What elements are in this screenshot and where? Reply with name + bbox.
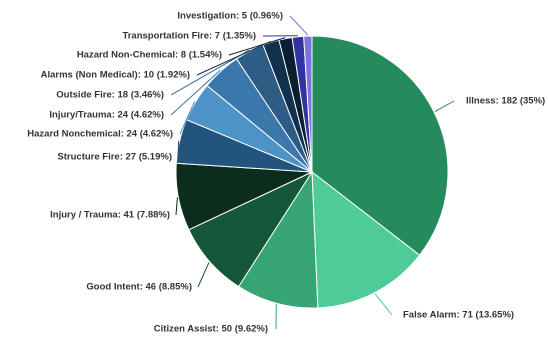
data-label: Injury/Trauma: 24 (4.62%): [49, 110, 164, 121]
data-label: Good Intent: 46 (8.85%): [86, 282, 192, 293]
data-label: Injury / Trauma: 41 (7.88%): [50, 210, 170, 221]
data-label: Illness: 182 (35%): [466, 96, 545, 107]
data-label: Outside Fire: 18 (3.46%): [56, 90, 164, 101]
leader-line: [197, 262, 210, 288]
leader-line: [170, 70, 221, 116]
leader-line: [196, 40, 271, 76]
data-labels: Illness: 182 (35%) False Alarm: 71 (13.65…: [27, 11, 545, 335]
pie-slice-investigation[interactable]: [303, 35, 313, 173]
data-label: False Alarm: 71 (13.65%): [403, 310, 514, 321]
leader-line: [179, 101, 196, 135]
pie-slice-citizen-assist[interactable]: [237, 170, 319, 309]
data-label: Transportation Fire: 7 (1.35%): [122, 31, 256, 42]
data-label: Hazard Nonchemical: 24 (4.62%): [27, 129, 173, 140]
leader-line: [374, 293, 393, 316]
leader-line: [228, 37, 286, 56]
data-label: Hazard Non-Chemical: 8 (1.54%): [77, 50, 222, 61]
leader-lines: [170, 15, 455, 330]
pie-slice-false-alarm[interactable]: [311, 170, 421, 309]
pie-slice-illness[interactable]: [311, 35, 449, 256]
leader-line: [175, 197, 178, 216]
data-label: Alarms (Non Medical): 10 (1.92%): [41, 70, 190, 81]
pie-slices: [175, 35, 449, 309]
data-label: Structure Fire: 27 (5.19%): [57, 152, 172, 163]
data-label: Citizen Assist: 50 (9.62%): [154, 324, 268, 335]
leader-line: [434, 100, 455, 113]
leader-line: [289, 15, 309, 36]
leader-line: [177, 140, 180, 158]
data-label: Investigation: 5 (0.96%): [177, 11, 283, 22]
